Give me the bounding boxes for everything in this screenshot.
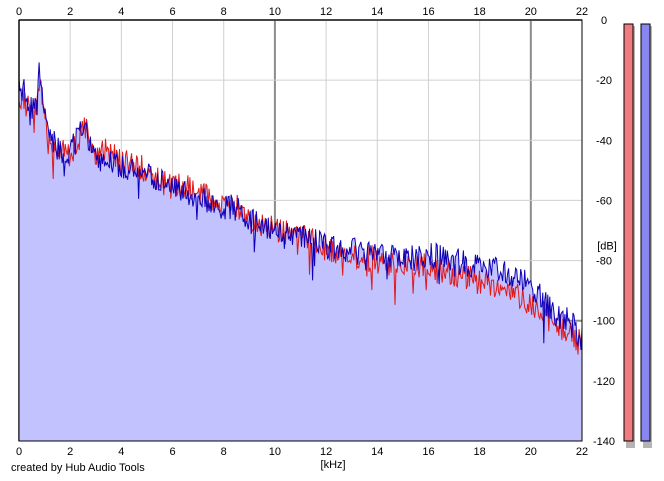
x-tick-label-top: 4	[118, 6, 124, 18]
x-tick-label-bottom: 16	[422, 446, 434, 458]
x-tick-label-top: 6	[169, 6, 175, 18]
y-unit-label: [dB]	[597, 241, 617, 253]
y-tick-labels: 0 -20 -40 -60 -80 -100 -120 -140	[593, 15, 615, 448]
x-tick-label-bottom: 12	[320, 446, 332, 458]
x-tick-label-top: 22	[576, 6, 588, 18]
level-meter-left	[623, 23, 634, 442]
x-tick-label-top: 0	[16, 6, 22, 18]
spectrum-area	[19, 62, 582, 442]
x-unit-label: [kHz]	[321, 459, 346, 471]
x-tick-labels-bottom: 0 2 4 6 8 10 12 14 16 18 20 22	[16, 446, 588, 458]
y-tick-label: -100	[593, 316, 615, 328]
y-tick-label: -140	[593, 436, 615, 448]
series-group	[18, 62, 583, 355]
x-tick-label-bottom: 20	[525, 446, 537, 458]
plot-frame	[18, 19, 583, 442]
y-tick-label: -20	[596, 75, 612, 87]
y-tick-label: -60	[596, 195, 612, 207]
series-line-left	[18, 77, 583, 355]
x-tick-label-top: 2	[67, 6, 73, 18]
x-tick-label-bottom: 2	[67, 446, 73, 458]
x-tick-label-bottom: 6	[169, 446, 175, 458]
y-tick-label: -120	[593, 376, 615, 388]
x-tick-label-bottom: 10	[269, 446, 281, 458]
series-line-right	[18, 62, 583, 350]
x-tick-label-top: 16	[422, 6, 434, 18]
x-tick-label-bottom: 22	[576, 446, 588, 458]
x-tick-labels-top: 0 2 4 6 8 10 12 14 16 18 20 22	[16, 6, 588, 18]
x-tick-label-bottom: 18	[474, 446, 486, 458]
x-tick-label-top: 18	[474, 6, 486, 18]
x-tick-label-top: 10	[269, 6, 281, 18]
x-tick-label-top: 12	[320, 6, 332, 18]
x-tick-label-bottom: 4	[118, 446, 124, 458]
level-meter-right	[640, 23, 651, 442]
level-meters	[623, 23, 652, 448]
x-tick-label-bottom: 8	[221, 446, 227, 458]
y-tick-label: -80	[596, 256, 612, 268]
x-tick-label-top: 8	[221, 6, 227, 18]
x-tick-label-top: 20	[525, 6, 537, 18]
y-tick-label: 0	[601, 15, 607, 27]
x-tick-label-bottom: 14	[371, 446, 383, 458]
x-tick-label-bottom: 0	[16, 446, 22, 458]
x-tick-label-top: 14	[371, 6, 383, 18]
credit-text: created by Hub Audio Tools	[11, 462, 145, 474]
y-tick-label: -40	[596, 135, 612, 147]
